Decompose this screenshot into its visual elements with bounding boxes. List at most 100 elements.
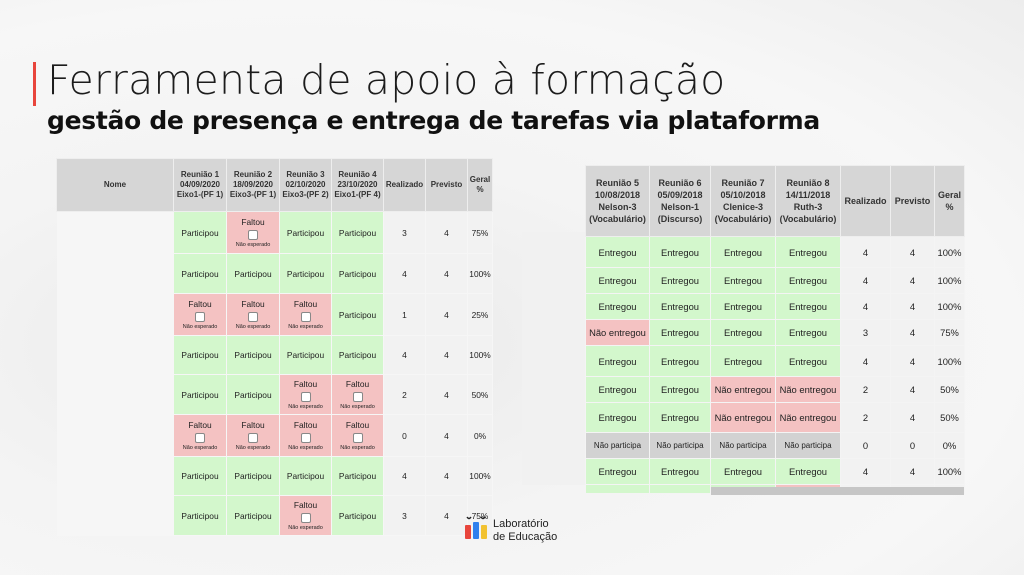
previsto-cell: 4 (425, 495, 468, 536)
table-row: Entregou Entregou Não entregou Não entregou… (585, 402, 965, 433)
delivery-table-body: Entregou Entregou Entregou Entregou 4 4 100% En… (585, 236, 965, 494)
not-expected-checkbox[interactable] (352, 392, 363, 402)
table-row: Participou Participou Faltou Não esperado Pa… (56, 495, 493, 536)
previsto-cell: 4 (425, 293, 468, 336)
delivery-cell-delivered: Entregou (649, 293, 711, 320)
delivery-cell-not-participating: Não participa (649, 432, 711, 459)
delivery-cell-delivered: Entregou (649, 458, 711, 485)
previsto-cell: 4 (425, 253, 468, 294)
geral-cell: 100% (467, 335, 493, 375)
realizado-cell: 4 (840, 293, 891, 320)
attendance-cell-present: Participou (279, 211, 332, 254)
attendance-cell-absent: Faltou Não esperado (226, 414, 280, 457)
not-expected-checkbox[interactable] (300, 513, 311, 523)
delivery-cell-not-delivered: Não entregou (585, 319, 650, 346)
delivery-cell-delivered: Entregou (585, 402, 650, 433)
delivery-cell-not-participating: Não participa (585, 432, 650, 459)
not-expected-checkbox[interactable] (300, 312, 311, 322)
attendance-header-row: Nome Reunião 1 04/09/2020 Eixo1-(PF 1) R… (56, 158, 493, 212)
slide-subtitle: gestão de presença e entrega de tarefas … (47, 106, 820, 135)
realizado-cell: 2 (840, 402, 891, 433)
geral-cell: 100% (467, 456, 493, 496)
horizontal-scrollbar[interactable] (711, 487, 964, 495)
not-expected-checkbox[interactable] (195, 433, 205, 443)
not-expected-label: Não esperado (235, 324, 271, 330)
name-cell (56, 211, 174, 254)
not-expected-label: Não esperado (288, 404, 323, 410)
attendance-cell-absent: Faltou Não esperado (226, 211, 280, 254)
attendance-cell-present: Participou (331, 495, 384, 536)
not-expected-checkbox[interactable] (300, 392, 311, 402)
header-geral: Geral % (934, 165, 965, 237)
title-accent-bar (33, 62, 36, 106)
partial-cell (649, 484, 711, 494)
delivery-cell-delivered: Entregou (585, 458, 650, 485)
delivery-cell-delivered: Entregou (775, 236, 841, 268)
delivery-cell-delivered: Entregou (710, 345, 776, 377)
attendance-cell-present: Participou (279, 253, 332, 294)
delivery-cell-not-delivered: Não entregou (710, 376, 776, 403)
absence-label: Faltou (293, 299, 318, 309)
partial-cell (585, 484, 650, 494)
delivery-cell-not-delivered: Não entregou (775, 376, 841, 403)
delivery-cell-delivered: Entregou (710, 293, 776, 320)
header-reuniao-6: Reunião 6 05/09/2018 Nelson-1 (Discurso) (649, 165, 711, 237)
not-expected-checkbox[interactable] (248, 433, 258, 443)
realizado-cell: 3 (840, 319, 891, 346)
header-reuniao-7: Reunião 7 05/10/2018 Clenice-3 (Vocabulá… (710, 165, 776, 237)
previsto-cell: 4 (890, 319, 935, 346)
table-row: Participou Participou Participou Participou… (56, 335, 493, 375)
header-geral: Geral % (467, 158, 493, 212)
not-expected-label: Não esperado (288, 324, 323, 330)
not-expected-checkbox[interactable] (352, 433, 363, 443)
realizado-cell: 3 (383, 495, 426, 536)
realizado-cell: 1 (383, 293, 426, 336)
previsto-cell: 4 (890, 293, 935, 320)
not-expected-label: Não esperado (182, 445, 218, 451)
slide-title: Ferramenta de apoio à formação (47, 56, 726, 104)
not-expected-label: Não esperado (340, 404, 375, 410)
header-reuniao-5: Reunião 5 10/08/2018 Nelson-3 (Vocabulár… (585, 165, 650, 237)
header-reuniao-2: Reunião 2 18/09/2020 Eixo3-(PF 1) (226, 158, 280, 212)
table-row: Entregou Entregou Entregou Entregou 4 4 100% (585, 293, 965, 320)
geral-cell: 100% (934, 293, 965, 320)
previsto-cell: 4 (890, 376, 935, 403)
not-expected-checkbox[interactable] (300, 433, 311, 443)
realizado-cell: 4 (840, 236, 891, 268)
attendance-cell-present: Participou (173, 495, 227, 536)
attendance-cell-present: Participou (173, 253, 227, 294)
delivery-cell-delivered: Entregou (649, 267, 711, 294)
realizado-cell: 4 (840, 345, 891, 377)
not-expected-checkbox[interactable] (195, 312, 205, 322)
delivery-cell-not-participating: Não participa (710, 432, 776, 459)
absence-label: Faltou (188, 299, 212, 309)
attendance-cell-present: Participou (331, 335, 384, 375)
header-name: Nome (56, 158, 174, 212)
previsto-cell: 4 (425, 335, 468, 375)
absence-label: Faltou (345, 420, 370, 430)
not-expected-checkbox[interactable] (248, 312, 258, 322)
table-row: Entregou Entregou Entregou Entregou 4 4 100% (585, 236, 965, 268)
realizado-cell: 4 (383, 335, 426, 375)
delivery-cell-not-delivered: Não entregou (710, 402, 776, 433)
not-expected-checkbox[interactable] (248, 230, 258, 240)
geral-cell: 100% (934, 267, 965, 294)
previsto-cell: 4 (425, 456, 468, 496)
name-cell (56, 374, 174, 415)
absence-label: Faltou (293, 379, 318, 389)
realizado-cell: 2 (383, 374, 426, 415)
table-row: Faltou Não esperado Faltou Não esperado Falt… (56, 414, 493, 457)
header-realizado: Realizado (383, 158, 426, 212)
delivery-cell-delivered: Entregou (710, 236, 776, 268)
not-expected-label: Não esperado (182, 324, 218, 330)
attendance-cell-present: Participou (173, 456, 227, 496)
table-row: Entregou Entregou Entregou Entregou 4 4 100% (585, 267, 965, 294)
delivery-cell-delivered: Entregou (585, 293, 650, 320)
logo-line-1: Laboratório (493, 518, 549, 530)
realizado-cell: 0 (383, 414, 426, 457)
absence-label: Faltou (293, 500, 318, 510)
delivery-cell-delivered: Entregou (585, 345, 650, 377)
delivery-cell-delivered: Entregou (775, 319, 841, 346)
realizado-cell: 4 (383, 253, 426, 294)
delivery-cell-delivered: Entregou (649, 345, 711, 377)
